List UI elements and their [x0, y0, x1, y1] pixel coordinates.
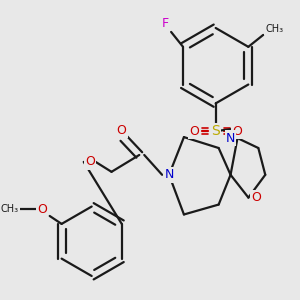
Text: O: O	[85, 155, 94, 168]
Text: O: O	[251, 191, 261, 204]
Text: CH₃: CH₃	[265, 24, 283, 34]
Text: S: S	[211, 124, 220, 138]
Text: F: F	[162, 16, 169, 29]
Text: N: N	[226, 132, 235, 145]
Text: O: O	[37, 202, 47, 215]
Text: N: N	[164, 168, 174, 181]
Text: CH₃: CH₃	[1, 204, 19, 214]
Text: O: O	[232, 125, 242, 138]
Text: O: O	[116, 124, 126, 137]
Text: O: O	[189, 125, 199, 138]
